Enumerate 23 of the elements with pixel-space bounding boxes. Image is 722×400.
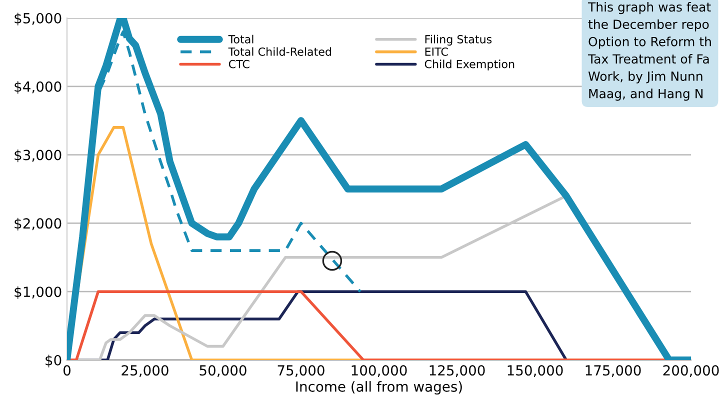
x-tick-label: 175,000	[586, 365, 641, 378]
y-tick-label: $5,000	[14, 12, 62, 26]
x-tick-label: 50,000	[200, 365, 246, 378]
y-tick-label: $4,000	[14, 81, 62, 94]
legend-label: Child Exemption	[424, 60, 514, 70]
x-tick-label: 25,000	[122, 365, 168, 378]
y-tick-label: $1,000	[14, 286, 62, 299]
x-tick-label: 125,000	[430, 365, 485, 378]
legend-label: EITC	[425, 47, 448, 56]
legend-label: CTC	[228, 60, 250, 68]
x-tick-label: 150,000	[508, 365, 563, 378]
x-tick-label: 75,000	[278, 365, 324, 378]
annotation: This graph was feat the December repo Option to Reform th Tax Treatment of Fa Work, by Jim Nunn Maag, and Hang N	[588, 2, 711, 101]
legend-label: Total	[228, 34, 254, 44]
x-tick-label: 0	[63, 365, 70, 376]
y-tick-label: $0	[46, 354, 62, 368]
x-tick-label: 200,000	[663, 365, 719, 378]
legend-label: Total Child-Related	[228, 47, 332, 56]
y-tick-label: $2,000	[14, 218, 62, 231]
y-tick-label: $3,000	[14, 150, 62, 162]
x-tick-label: 100,000	[352, 365, 407, 378]
x-axis-title: Income (all from wages)	[296, 381, 462, 395]
legend-label: Filing Status	[425, 34, 492, 46]
